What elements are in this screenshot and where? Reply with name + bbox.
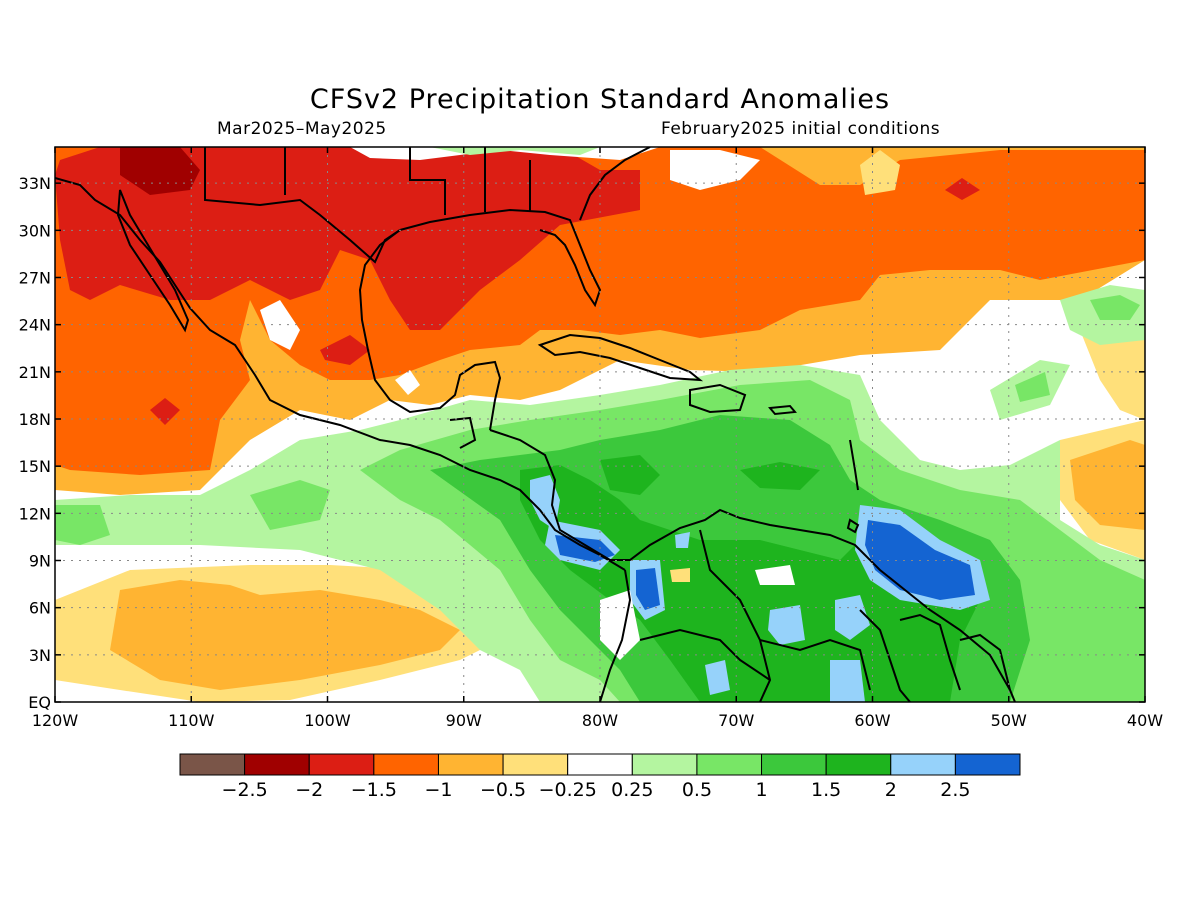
colorbar-swatch xyxy=(761,753,827,776)
colorbar-swatch xyxy=(244,753,310,776)
lat-tick-label: 3N xyxy=(29,646,51,665)
lon-tick-label: 70W xyxy=(718,711,754,730)
colorbar-label: 1.5 xyxy=(811,779,841,801)
colorbar-swatch xyxy=(308,753,375,776)
colorbar-label: 2 xyxy=(885,779,897,801)
lon-tick-label: 110W xyxy=(168,711,215,730)
lon-tick-label: 100W xyxy=(304,711,351,730)
colorbar-swatch xyxy=(437,753,504,776)
lat-tick-label: 21N xyxy=(19,363,51,382)
coastlines xyxy=(55,147,1016,702)
lon-tick-label: 60W xyxy=(854,711,890,730)
initial-conditions: February2025 initial conditions xyxy=(661,119,941,139)
colorbar-swatch xyxy=(567,753,633,776)
lat-tick-label: EQ xyxy=(28,693,51,712)
lon-tick-label: 40W xyxy=(1127,711,1163,730)
colorbar-label: 2.5 xyxy=(940,779,970,801)
grid-lines xyxy=(55,147,1145,702)
colorbar-label: −2.5 xyxy=(222,779,268,801)
colorbar-label: −0.25 xyxy=(539,779,597,801)
colorbar-label: 0.5 xyxy=(682,779,712,801)
lat-tick-label: 27N xyxy=(19,268,51,287)
colorbar-swatch xyxy=(631,753,698,776)
lat-tick-label: 24N xyxy=(19,316,51,335)
lon-tick-label: 80W xyxy=(582,711,618,730)
lat-tick-label: 15N xyxy=(19,457,51,476)
lon-tick-label: 90W xyxy=(446,711,482,730)
colorbar-swatch xyxy=(502,753,569,776)
forecast-period: Mar2025–May2025 xyxy=(217,119,387,139)
colorbar-swatch xyxy=(890,753,956,776)
lat-tick-label: 18N xyxy=(19,410,51,429)
colorbar-label: 1 xyxy=(755,779,767,801)
colorbar-swatch xyxy=(373,753,439,776)
colorbar-swatch xyxy=(179,753,246,776)
colorbar-label: 0.25 xyxy=(611,779,653,801)
colorbar-swatch xyxy=(825,753,892,776)
chart-title: CFSv2 Precipitation Standard Anomalies xyxy=(309,84,891,115)
lat-tick-label: 12N xyxy=(19,504,51,523)
lat-tick-label: 30N xyxy=(19,221,51,240)
colorbar-label: −2 xyxy=(295,779,323,801)
colorbar-label: −1.5 xyxy=(351,779,397,801)
lon-tick-label: 120W xyxy=(32,711,79,730)
lon-tick-label: 50W xyxy=(991,711,1027,730)
lat-tick-label: 33N xyxy=(19,174,51,193)
colorbar: −2.5 −2 −1.5 −1 −0.5 −0.25 0.25 0.5 1 1.5 2 2.5 xyxy=(179,753,1021,801)
colorbar-swatch xyxy=(954,753,1021,776)
colorbar-swatch xyxy=(696,753,763,776)
lat-tick-label: 9N xyxy=(29,551,51,570)
colorbar-label: −1 xyxy=(424,779,452,801)
lat-tick-label: 6N xyxy=(29,599,51,618)
colorbar-label: −0.5 xyxy=(480,779,526,801)
